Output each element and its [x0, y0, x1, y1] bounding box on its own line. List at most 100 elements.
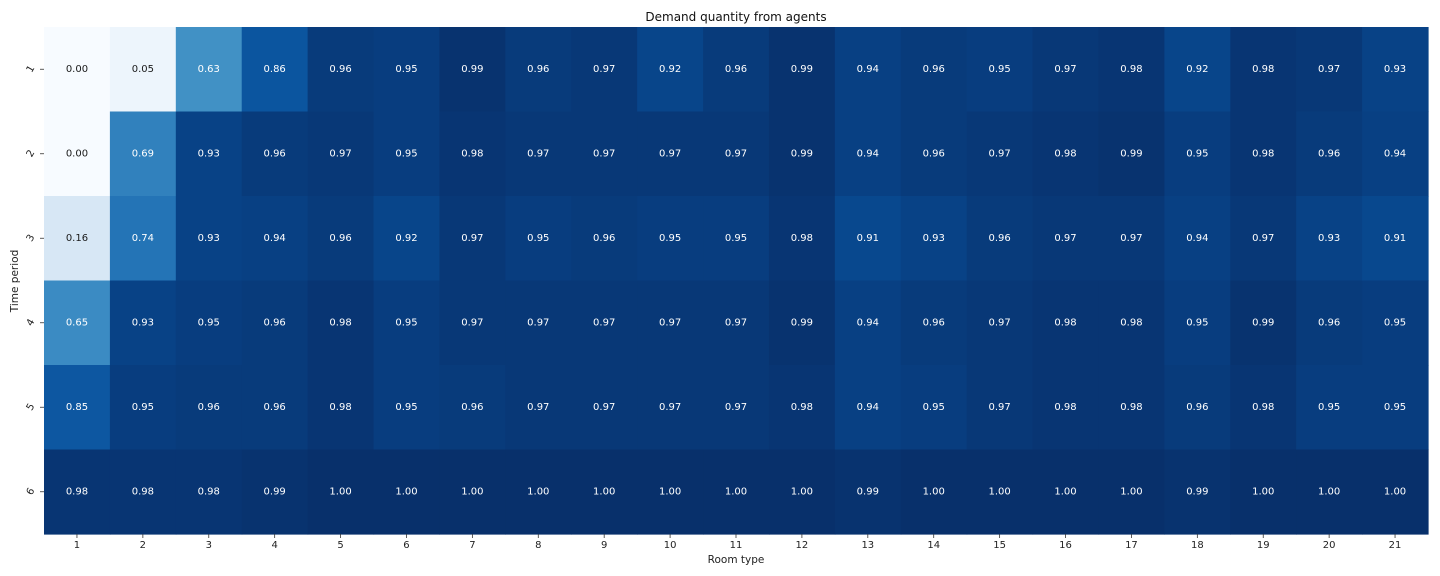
heatmap-cell-r6-c12 — [768, 449, 836, 535]
heatmap-cell-r4-c16 — [1032, 280, 1100, 366]
cell-value-r1-c11: 0.96 — [725, 64, 747, 75]
heatmap-cell-r3-c10 — [637, 196, 704, 282]
cell-value-r6-c15: 1.00 — [988, 486, 1010, 497]
heatmap-cell-r6-c16 — [1032, 449, 1100, 535]
cell-value-r6-c8: 1.00 — [527, 486, 549, 497]
cell-value-r6-c21: 1.00 — [1384, 486, 1406, 497]
x-tick-label-16: 16 — [1059, 540, 1072, 551]
heatmap-cell-r1-c2 — [109, 27, 177, 113]
heatmap-cell-r1-c8 — [505, 27, 572, 113]
heatmap-cell-r6-c13 — [834, 449, 902, 535]
x-tick-label-14: 14 — [927, 540, 940, 551]
heatmap-cell-r3-c12 — [768, 196, 836, 282]
cell-value-r3-c1: 0.16 — [66, 233, 88, 244]
cell-value-r4-c19: 0.99 — [1252, 317, 1274, 328]
x-tick-label-11: 11 — [730, 540, 743, 551]
cell-value-r6-c18: 0.99 — [1186, 486, 1208, 497]
heatmap-cell-r1-c14 — [900, 27, 968, 113]
heatmap-cell-r4-c8 — [505, 280, 572, 366]
cell-value-r1-c18: 0.92 — [1186, 64, 1208, 75]
heatmap-cell-r5-c6 — [373, 365, 441, 451]
cell-value-r5-c12: 0.98 — [791, 402, 813, 413]
cell-value-r2-c3: 0.93 — [198, 148, 220, 159]
heatmap-cell-r5-c7 — [439, 365, 506, 451]
cell-value-r2-c18: 0.95 — [1186, 148, 1208, 159]
cell-value-r2-c17: 0.99 — [1120, 148, 1142, 159]
heatmap-cell-r3-c21 — [1362, 196, 1429, 282]
cell-value-r3-c18: 0.94 — [1186, 233, 1208, 244]
cell-value-r4-c10: 0.97 — [659, 317, 681, 328]
cell-value-r3-c6: 0.92 — [395, 233, 417, 244]
cell-value-r2-c4: 0.96 — [264, 148, 286, 159]
cell-value-r6-c3: 0.98 — [198, 486, 220, 497]
heatmap-cell-r5-c13 — [834, 365, 902, 451]
cell-value-r1-c5: 0.96 — [329, 64, 351, 75]
cell-value-r3-c13: 0.91 — [857, 233, 879, 244]
cell-value-r6-c20: 1.00 — [1318, 486, 1340, 497]
heatmap-cell-r6-c2 — [109, 449, 177, 535]
cell-value-r2-c11: 0.97 — [725, 148, 747, 159]
cell-value-r3-c15: 0.96 — [988, 233, 1010, 244]
cell-value-r5-c20: 0.95 — [1318, 402, 1340, 413]
heatmap-cell-r4-c1 — [44, 280, 111, 366]
heatmap-cell-r6-c21 — [1362, 449, 1429, 535]
cell-value-r4-c2: 0.93 — [132, 317, 154, 328]
cell-value-r3-c2: 0.74 — [132, 233, 154, 244]
cell-value-r2-c8: 0.97 — [527, 148, 549, 159]
heatmap-cell-r2-c13 — [834, 111, 902, 197]
x-tick-label-5: 5 — [337, 540, 343, 551]
heatmap-cell-r3-c1 — [44, 196, 111, 282]
heatmap-cell-r4-c12 — [768, 280, 836, 366]
heatmap-cell-r5-c21 — [1362, 365, 1429, 451]
cell-value-r5-c4: 0.96 — [264, 402, 286, 413]
cell-value-r1-c19: 0.98 — [1252, 64, 1274, 75]
heatmap-cell-r6-c5 — [307, 449, 375, 535]
cell-value-r3-c19: 0.97 — [1252, 233, 1274, 244]
cell-value-r5-c10: 0.97 — [659, 402, 681, 413]
cell-value-r1-c17: 0.98 — [1120, 64, 1142, 75]
heatmap-cell-r2-c17 — [1098, 111, 1165, 197]
heatmap-cell-r2-c1 — [44, 111, 111, 197]
cell-value-r6-c6: 1.00 — [395, 486, 417, 497]
cell-value-r4-c15: 0.97 — [988, 317, 1010, 328]
heatmap-cell-r3-c16 — [1032, 196, 1100, 282]
cell-value-r5-c3: 0.96 — [198, 402, 220, 413]
heatmap-cell-r6-c14 — [900, 449, 968, 535]
heatmap-cell-r6-c9 — [571, 449, 638, 535]
cell-value-r1-c4: 0.86 — [264, 64, 286, 75]
x-tick-label-6: 6 — [403, 540, 409, 551]
cell-value-r1-c6: 0.95 — [395, 64, 417, 75]
y-axis-ticks: 1 2 3 4 5 6 — [25, 64, 44, 497]
cell-value-r3-c14: 0.93 — [923, 233, 945, 244]
cell-value-r4-c5: 0.98 — [329, 317, 351, 328]
cell-value-r1-c15: 0.95 — [988, 64, 1010, 75]
heatmap-cell-r1-c4 — [241, 27, 309, 113]
cell-value-r5-c18: 0.96 — [1186, 402, 1208, 413]
cell-value-r5-c15: 0.97 — [988, 402, 1010, 413]
heatmap-cell-r3-c7 — [439, 196, 506, 282]
heatmap-cell-r3-c11 — [703, 196, 770, 282]
heatmap-cell-r4-c2 — [109, 280, 177, 366]
x-tick-label-2: 2 — [140, 540, 146, 551]
heatmap-cell-r4-c6 — [373, 280, 441, 366]
cell-value-r3-c17: 0.97 — [1120, 233, 1142, 244]
heatmap-cell-r5-c11 — [703, 365, 770, 451]
heatmap-cell-r3-c18 — [1164, 196, 1231, 282]
heatmap-cell-r5-c8 — [505, 365, 572, 451]
heatmap-cell-r6-c15 — [966, 449, 1034, 535]
cell-value-r5-c16: 0.98 — [1054, 402, 1076, 413]
heatmap-cells — [44, 27, 1429, 535]
heatmap-cell-r3-c20 — [1296, 196, 1363, 282]
cell-value-r6-c14: 1.00 — [923, 486, 945, 497]
heatmap-cell-r3-c9 — [571, 196, 638, 282]
y-tick-label-4: 4 — [25, 317, 38, 328]
cell-value-r1-c3: 0.63 — [198, 64, 220, 75]
heatmap-cell-r6-c10 — [637, 449, 704, 535]
cell-value-r3-c11: 0.95 — [725, 233, 747, 244]
heatmap-cell-r1-c13 — [834, 27, 902, 113]
cell-value-r4-c1: 0.65 — [66, 317, 88, 328]
cell-value-r6-c19: 1.00 — [1252, 486, 1274, 497]
cell-value-r6-c7: 1.00 — [461, 486, 483, 497]
cell-value-r5-c9: 0.97 — [593, 402, 615, 413]
